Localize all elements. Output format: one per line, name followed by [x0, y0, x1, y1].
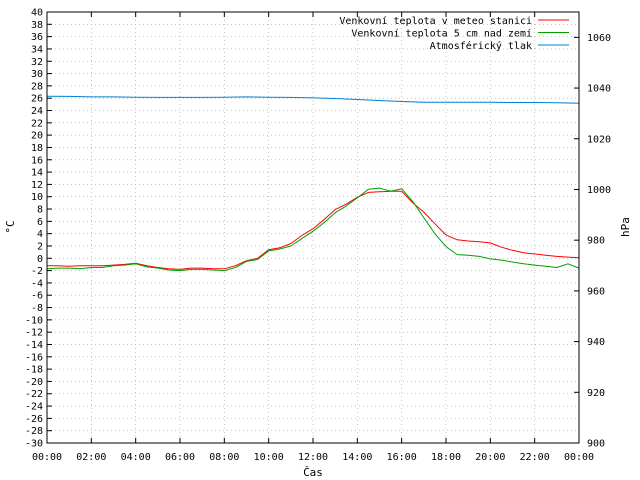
x-axis-label: Čas: [303, 466, 323, 479]
y-tick-label: 28: [31, 81, 43, 92]
y-tick-label: 4: [37, 229, 43, 240]
x-tick-label: 04:00: [121, 452, 151, 463]
y-tick-label: 30: [31, 69, 43, 80]
y-axis-label: °C: [4, 220, 17, 233]
y2-tick-label: 980: [587, 236, 605, 247]
y-tick-label: -18: [25, 365, 43, 376]
y-tick-label: 34: [31, 44, 43, 55]
series-line-1: [47, 190, 580, 270]
y-tick-label: 38: [31, 20, 43, 31]
y-tick-label: -16: [25, 352, 43, 363]
y-tick-label: 36: [31, 32, 43, 43]
y-tick-label: -24: [25, 402, 43, 413]
y-tick-label: 40: [31, 8, 43, 19]
y-tick-label: -20: [25, 377, 43, 388]
legend: Venkovní teplota v meteo staniciVenkovní…: [339, 15, 569, 52]
x-tick-label: 12:00: [298, 452, 328, 463]
y-tick-label: -12: [25, 328, 43, 339]
x-tick-label: 14:00: [342, 452, 372, 463]
y-tick-label: -10: [25, 315, 43, 326]
y-tick-label: 20: [31, 131, 43, 142]
y-tick-label: -6: [31, 291, 43, 302]
x-tick-label: 06:00: [165, 452, 195, 463]
x-tick-label: 02:00: [76, 452, 106, 463]
y2-tick-label: 1040: [587, 84, 611, 95]
x-tick-label: 10:00: [254, 452, 284, 463]
y2-tick-label: 1020: [587, 134, 611, 145]
y2-tick-label: 1000: [587, 185, 611, 196]
y-tick-label: 22: [31, 118, 43, 129]
y2-axis-label: hPa: [619, 217, 632, 237]
x-tick-label: 18:00: [431, 452, 461, 463]
x-tick-label: 16:00: [387, 452, 417, 463]
y2-tick-label: 1060: [587, 33, 611, 44]
label-layer: 00:00 02:00 04:00 06:00 08:00 10:00 12:00 14:00…: [25, 8, 611, 464]
y2-tick-label: 920: [587, 388, 605, 399]
y-tick-label: 8: [37, 205, 43, 216]
tick-layer: [46, 11, 580, 444]
x-tick-label: 00:00: [564, 452, 594, 463]
y2-tick-label: 940: [587, 337, 605, 348]
y-tick-label: -14: [25, 340, 43, 351]
legend-label-2: Venkovní teplota 5 cm nad zemí: [351, 28, 532, 40]
y-tick-label: -4: [31, 278, 43, 289]
y2-tick-label: 960: [587, 286, 605, 297]
y-tick-label: 2: [37, 241, 43, 252]
y-tick-label: 0: [37, 254, 43, 265]
y-tick-label: -30: [25, 439, 43, 450]
y-tick-label: 10: [31, 192, 43, 203]
series-layer: [46, 95, 580, 272]
y-tick-label: 6: [37, 217, 43, 228]
y-tick-label: 24: [31, 106, 43, 117]
x-tick-label: 00:00: [32, 452, 62, 463]
y-tick-label: -8: [31, 303, 43, 314]
legend-label-3: Atmosférický tlak: [430, 40, 532, 52]
x-tick-label: 08:00: [209, 452, 239, 463]
y-tick-label: -28: [25, 426, 43, 437]
y-tick-label: 16: [31, 155, 43, 166]
x-tick-label: 22:00: [520, 452, 550, 463]
y-tick-label: -26: [25, 414, 43, 425]
y-tick-label: 32: [31, 57, 43, 68]
y-tick-label: 26: [31, 94, 43, 105]
y-tick-label: -22: [25, 389, 43, 400]
legend-label-1: Venkovní teplota v meteo stanici: [339, 15, 532, 27]
y-tick-label: 18: [31, 143, 43, 154]
series-line-2: [46, 187, 580, 272]
series-line-3: [46, 95, 580, 104]
y2-tick-label: 900: [587, 439, 605, 450]
x-tick-label: 20:00: [475, 452, 505, 463]
y-tick-label: 14: [31, 168, 43, 179]
y-tick-label: -2: [31, 266, 43, 277]
y-tick-label: 12: [31, 180, 43, 191]
grid-layer: [47, 12, 579, 443]
